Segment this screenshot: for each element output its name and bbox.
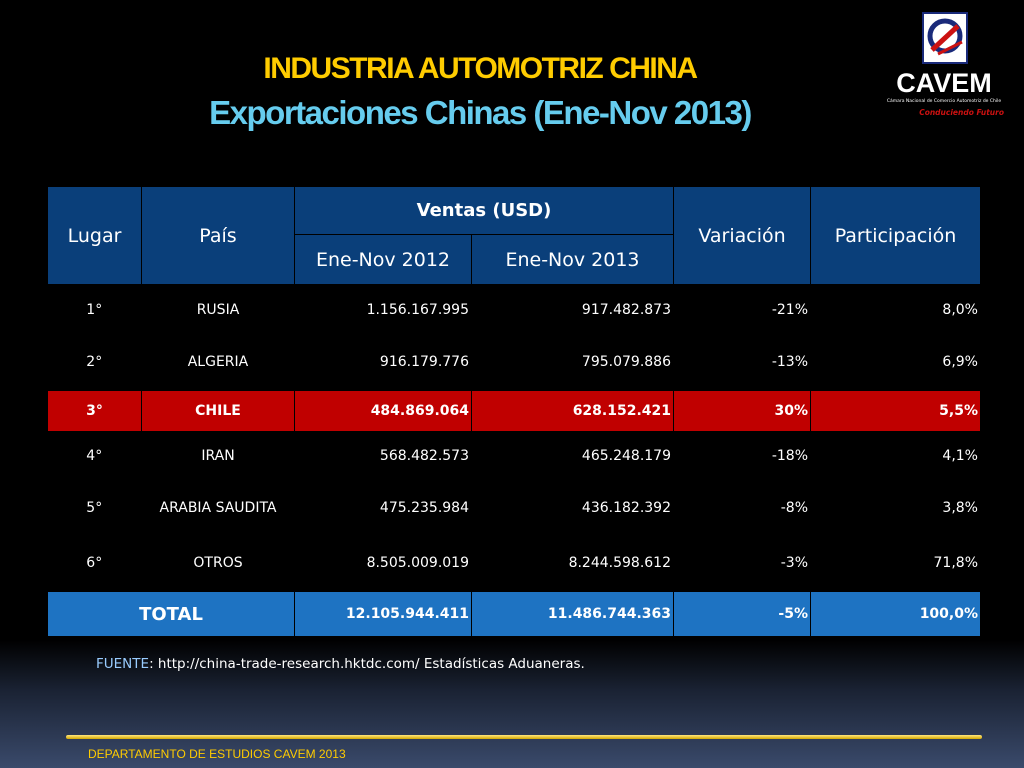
cavem-logo: CAVEM Cámara Nacional de Comercio Automo…: [884, 12, 1004, 120]
cavem-emblem-icon: [922, 12, 968, 64]
header-pais: País: [141, 186, 295, 285]
cell-total-2013: 11.486.744.363: [471, 591, 674, 637]
logo-subtitle: Cámara Nacional de Comercio Automotriz d…: [886, 99, 1002, 104]
cell-2013: 465.248.179: [471, 431, 674, 480]
cell-variacion: 30%: [673, 390, 811, 432]
source-note: FUENTE: http://china-trade-research.hktd…: [96, 656, 585, 672]
cell-participacion: 5,5%: [810, 390, 981, 432]
cell-2013: 8.244.598.612: [471, 535, 674, 592]
cell-total-label: TOTAL: [47, 591, 295, 637]
cell-participacion: 71,8%: [810, 535, 981, 592]
cell-pais: OTROS: [141, 535, 295, 592]
cell-2012: 484.869.064: [294, 390, 472, 432]
header-lugar: Lugar: [47, 186, 142, 285]
table-row-total: TOTAL 12.105.944.411 11.486.744.363 -5% …: [47, 591, 981, 637]
table-row: 6° OTROS 8.505.009.019 8.244.598.612 -3%…: [47, 535, 981, 592]
header-ventas: Ventas (USD): [294, 186, 674, 235]
cell-pais: ARABIA SAUDITA: [141, 479, 295, 536]
subtitle: Exportaciones Chinas (Ene-Nov 2013): [209, 94, 752, 131]
cell-variacion: -13%: [673, 334, 811, 391]
cell-pais: RUSIA: [141, 284, 295, 335]
cell-variacion: -18%: [673, 431, 811, 480]
cell-participacion: 8,0%: [810, 284, 981, 335]
cell-pais: ALGERIA: [141, 334, 295, 391]
cell-participacion: 4,1%: [810, 431, 981, 480]
cell-lugar: 6°: [47, 535, 142, 592]
header-2013: Ene-Nov 2013: [471, 234, 674, 285]
exports-table: Lugar País Ventas (USD) Variación Partic…: [47, 186, 981, 637]
footer-divider: [66, 735, 982, 739]
cell-2013: 628.152.421: [471, 390, 674, 432]
source-label: FUENTE: [96, 656, 150, 672]
source-text: : http://china-trade-research.hktdc.com/…: [149, 656, 585, 672]
cell-2012: 568.482.573: [294, 431, 472, 480]
cell-lugar: 3°: [47, 390, 142, 432]
cell-2012: 916.179.776: [294, 334, 472, 391]
cell-participacion: 6,9%: [810, 334, 981, 391]
cell-variacion: -3%: [673, 535, 811, 592]
header-variacion: Variación: [673, 186, 811, 285]
cell-lugar: 1°: [47, 284, 142, 335]
table-row: 2° ALGERIA 916.179.776 795.079.886 -13% …: [47, 334, 981, 391]
logo-name: CAVEM: [896, 68, 992, 98]
header-2012: Ene-Nov 2012: [294, 234, 472, 285]
cell-lugar: 4°: [47, 431, 142, 480]
cell-variacion: -21%: [673, 284, 811, 335]
cell-2012: 475.235.984: [294, 479, 472, 536]
cell-total-variacion: -5%: [673, 591, 811, 637]
cell-2013: 436.182.392: [471, 479, 674, 536]
cell-participacion: 3,8%: [810, 479, 981, 536]
cell-2013: 917.482.873: [471, 284, 674, 335]
cell-2013: 795.079.886: [471, 334, 674, 391]
table-row-highlight: 3° CHILE 484.869.064 628.152.421 30% 5,5…: [47, 390, 981, 432]
cell-lugar: 2°: [47, 334, 142, 391]
logo-slogan: Conduciendo Futuro: [919, 108, 1004, 117]
cell-total-participacion: 100,0%: [810, 591, 981, 637]
header-participacion: Participación: [810, 186, 981, 285]
cell-2012: 8.505.009.019: [294, 535, 472, 592]
cell-total-2012: 12.105.944.411: [294, 591, 472, 637]
cell-variacion: -8%: [673, 479, 811, 536]
cell-lugar: 5°: [47, 479, 142, 536]
table-row: 1° RUSIA 1.156.167.995 917.482.873 -21% …: [47, 284, 981, 335]
main-title: INDUSTRIA AUTOMOTRIZ CHINA: [263, 52, 698, 85]
cell-pais: CHILE: [141, 390, 295, 432]
table-row: 5° ARABIA SAUDITA 475.235.984 436.182.39…: [47, 479, 981, 536]
table-row: 4° IRAN 568.482.573 465.248.179 -18% 4,1…: [47, 431, 981, 480]
cell-pais: IRAN: [141, 431, 295, 480]
cell-2012: 1.156.167.995: [294, 284, 472, 335]
footer-text: DEPARTAMENTO DE ESTUDIOS CAVEM 2013: [88, 747, 346, 761]
